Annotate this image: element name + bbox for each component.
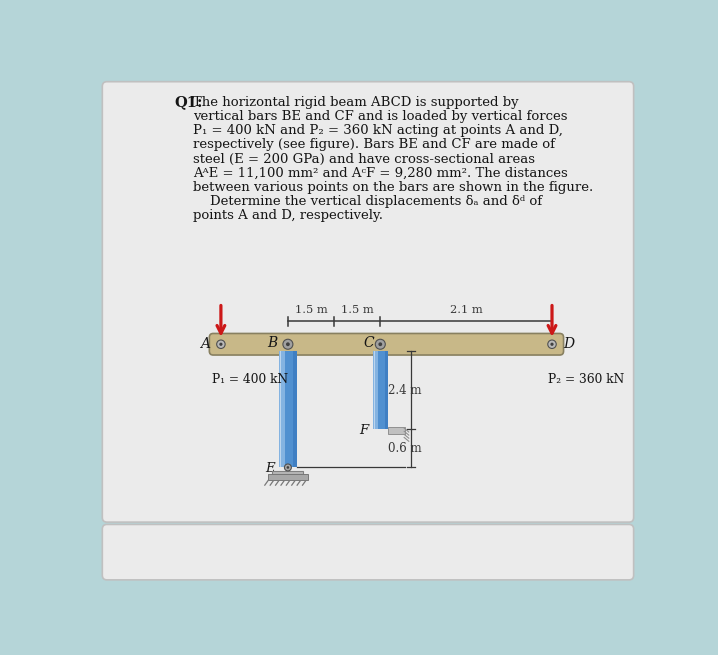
Circle shape [548, 340, 556, 348]
Text: steel (E = 200 GPa) and have cross-sectional areas: steel (E = 200 GPa) and have cross-secti… [193, 153, 535, 166]
Bar [294, 351, 297, 468]
Bar [373, 351, 378, 429]
Text: Determine the vertical displacements δₐ and δᵈ of: Determine the vertical displacements δₐ … [193, 195, 542, 208]
Text: F: F [360, 424, 369, 437]
Circle shape [284, 464, 292, 471]
Circle shape [286, 343, 290, 346]
Circle shape [219, 343, 223, 346]
Text: respectively (see figure). Bars BE and CF are made of: respectively (see figure). Bars BE and C… [193, 138, 555, 151]
Text: Q1:: Q1: [174, 96, 203, 109]
Text: 1.5 m: 1.5 m [294, 305, 327, 315]
Circle shape [283, 339, 293, 349]
Text: points A and D, respectively.: points A and D, respectively. [193, 210, 383, 223]
Text: E: E [265, 462, 275, 476]
Circle shape [551, 343, 554, 346]
Bar [273, 470, 303, 474]
Bar [279, 351, 284, 468]
Text: P₂ = 360 kN: P₂ = 360 kN [548, 373, 625, 386]
Text: B: B [267, 337, 277, 350]
Text: P₁ = 400 kN and P₂ = 360 kN acting at points A and D,: P₁ = 400 kN and P₂ = 360 kN acting at po… [193, 124, 563, 137]
Circle shape [376, 339, 386, 349]
FancyBboxPatch shape [210, 333, 564, 355]
Bar [268, 474, 308, 479]
Circle shape [286, 466, 289, 469]
Bar [280, 351, 281, 468]
Text: 0.6 m: 0.6 m [388, 441, 421, 455]
Circle shape [217, 340, 225, 348]
Text: between various points on the bars are shown in the figure.: between various points on the bars are s… [193, 181, 594, 194]
FancyBboxPatch shape [103, 82, 633, 522]
Text: vertical bars BE and CF and is loaded by vertical forces: vertical bars BE and CF and is loaded by… [193, 110, 568, 122]
Bar [388, 428, 405, 434]
Text: P₁ = 400 kN: P₁ = 400 kN [212, 373, 288, 386]
Text: 2.4 m: 2.4 m [388, 384, 421, 396]
Text: A: A [200, 337, 210, 351]
Bar [279, 351, 297, 468]
Bar [374, 351, 375, 429]
Text: 2.1 m: 2.1 m [449, 305, 482, 315]
Bar [373, 351, 388, 429]
Circle shape [378, 343, 382, 346]
Text: C: C [363, 337, 374, 350]
Text: AᴬE = 11,100 mm² and AᶜF = 9,280 mm². The distances: AᴬE = 11,100 mm² and AᶜF = 9,280 mm². Th… [193, 167, 568, 179]
Text: 1.5 m: 1.5 m [341, 305, 373, 315]
Text: The horizontal rigid beam ABCD is supported by: The horizontal rigid beam ABCD is suppor… [193, 96, 519, 109]
Bar [385, 351, 388, 429]
Text: D: D [563, 337, 574, 351]
FancyBboxPatch shape [103, 525, 633, 580]
